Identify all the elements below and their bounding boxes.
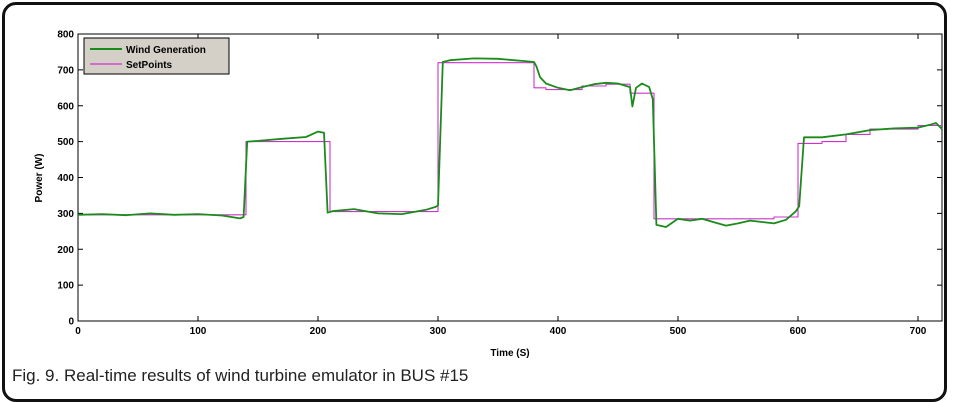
y-tick-label: 200 [57, 245, 74, 256]
x-tick-label: 500 [670, 326, 687, 337]
series-lines [77, 57, 943, 228]
y-tick-label: 800 [57, 30, 74, 41]
x-tick-label: 200 [310, 326, 327, 337]
legend: Wind Generation SetPoints [83, 37, 230, 75]
y-tick-label: 600 [57, 101, 74, 112]
x-tick-label: 400 [550, 326, 567, 337]
y-tick-label: 700 [57, 65, 74, 76]
y-tick-label: 300 [57, 209, 74, 220]
legend-entry: SetPoints [126, 60, 173, 71]
y-tick-label: 0 [68, 317, 74, 328]
y-tick-label: 100 [57, 281, 74, 292]
x-tick-label: 700 [910, 326, 927, 337]
x-tick-label: 600 [790, 326, 807, 337]
axis-ticks: 0 100 200 300 400 500 600 700 0 100 200 300 400 500 60… [57, 30, 942, 337]
y-tick-label: 400 [57, 173, 74, 184]
y-tick-label: 500 [57, 137, 74, 148]
power-chart: 0 100 200 300 400 500 600 700 0 100 200 300 400 500 60… [34, 30, 943, 359]
x-axis-label: Time (S) [490, 348, 529, 359]
x-tick-label: 300 [430, 326, 447, 337]
y-axis-label: Power (W) [34, 154, 45, 203]
wind-generation-line [77, 57, 943, 228]
plot-area [77, 33, 943, 322]
legend-entry: Wind Generation [126, 45, 206, 56]
figure-caption: Fig. 9. Real-time results of wind turbin… [12, 366, 469, 385]
legend-box [83, 37, 230, 75]
x-tick-label: 100 [190, 326, 207, 337]
x-tick-label: 0 [75, 326, 81, 337]
